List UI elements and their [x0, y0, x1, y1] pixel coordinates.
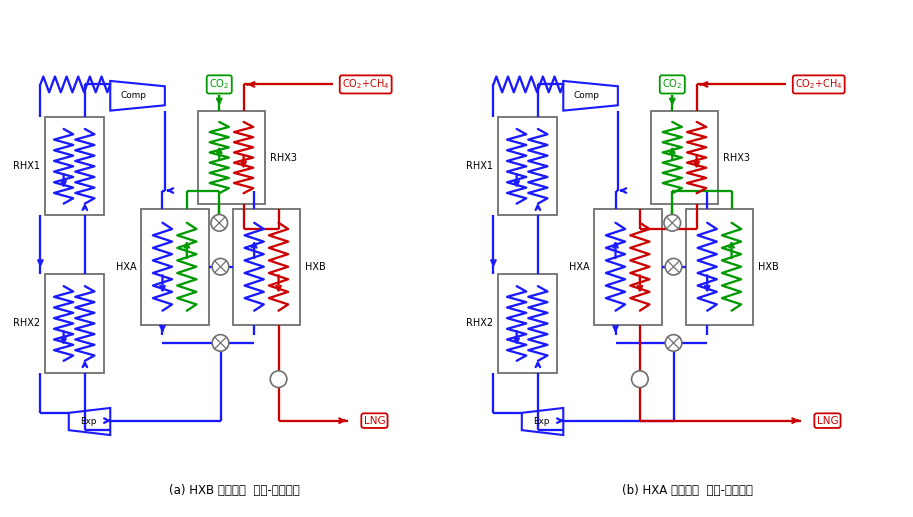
- Text: HXA: HXA: [569, 262, 590, 272]
- Text: RHX1: RHX1: [467, 161, 493, 171]
- Text: RHX1: RHX1: [14, 161, 40, 171]
- Circle shape: [666, 334, 682, 351]
- Bar: [686, 209, 753, 325]
- Circle shape: [211, 215, 227, 231]
- Text: (a) HXB 열교환기  분리-액화모드: (a) HXB 열교환기 분리-액화모드: [169, 484, 300, 497]
- Bar: [651, 111, 719, 205]
- Text: LNG: LNG: [816, 416, 838, 425]
- Text: Exp: Exp: [80, 417, 97, 426]
- Text: CO$_2$+CH$_4$: CO$_2$+CH$_4$: [795, 78, 843, 92]
- Circle shape: [664, 215, 680, 231]
- Circle shape: [270, 371, 287, 387]
- Polygon shape: [522, 408, 563, 435]
- Text: LNG: LNG: [363, 416, 385, 425]
- Text: Comp: Comp: [121, 92, 146, 100]
- Circle shape: [632, 371, 648, 387]
- Circle shape: [666, 258, 682, 275]
- Circle shape: [212, 334, 229, 351]
- Text: Comp: Comp: [573, 92, 599, 100]
- Text: (b) HXA 열교환기  분리-액화모드: (b) HXA 열교환기 분리-액화모드: [623, 484, 753, 497]
- Text: RHX3: RHX3: [269, 153, 297, 162]
- Text: RHX2: RHX2: [14, 318, 40, 328]
- Text: RHX3: RHX3: [723, 153, 750, 162]
- Text: HXB: HXB: [758, 262, 779, 272]
- Text: HXB: HXB: [305, 262, 325, 272]
- Polygon shape: [563, 81, 618, 111]
- Text: Exp: Exp: [533, 417, 550, 426]
- Bar: [593, 209, 662, 325]
- Circle shape: [212, 258, 229, 275]
- Polygon shape: [68, 408, 110, 435]
- Bar: [233, 209, 300, 325]
- Bar: [197, 111, 266, 205]
- Bar: [498, 275, 557, 373]
- Bar: [45, 275, 104, 373]
- Text: CO$_2$+CH$_4$: CO$_2$+CH$_4$: [341, 78, 390, 92]
- Bar: [498, 117, 557, 216]
- Bar: [141, 209, 208, 325]
- Text: CO$_2$: CO$_2$: [209, 78, 229, 92]
- Text: CO$_2$: CO$_2$: [662, 78, 683, 92]
- Bar: [45, 117, 104, 216]
- Text: RHX2: RHX2: [467, 318, 493, 328]
- Polygon shape: [110, 81, 165, 111]
- Text: HXA: HXA: [116, 262, 136, 272]
